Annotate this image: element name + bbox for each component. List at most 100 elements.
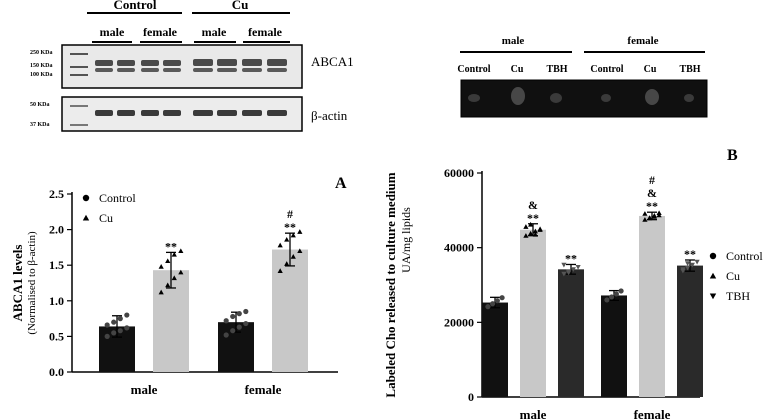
panel-label-a: A bbox=[335, 175, 347, 192]
data-point bbox=[124, 312, 130, 318]
significance-label: ** bbox=[646, 199, 658, 213]
data-point bbox=[284, 236, 290, 242]
data-point bbox=[604, 297, 610, 303]
data-point bbox=[158, 289, 164, 295]
legend-marker bbox=[82, 214, 90, 221]
data-point bbox=[494, 298, 500, 304]
blot-lane-label: Control bbox=[590, 64, 623, 75]
bar bbox=[639, 215, 665, 397]
data-point bbox=[528, 221, 534, 227]
blot-lane-label: male bbox=[202, 25, 227, 39]
data-point bbox=[284, 261, 290, 266]
legend-marker bbox=[709, 272, 717, 279]
data-point bbox=[642, 211, 648, 216]
bar bbox=[558, 269, 584, 397]
data-point bbox=[609, 294, 615, 300]
x-tick-label: male bbox=[520, 407, 547, 420]
data-point bbox=[165, 258, 171, 264]
marker-label: 100 KDa bbox=[30, 72, 53, 78]
significance-label: & bbox=[528, 198, 538, 212]
data-point bbox=[651, 212, 657, 218]
chart-b: B Labeled Cho released to culture medium… bbox=[383, 147, 763, 420]
data-point bbox=[111, 319, 117, 325]
data-point bbox=[178, 269, 184, 275]
data-point bbox=[647, 215, 653, 220]
x-tick-label: male bbox=[131, 382, 158, 397]
legend-marker bbox=[82, 194, 90, 202]
chart-b-ylabel: Labeled Cho released to culture medium bbox=[383, 172, 398, 397]
data-point bbox=[236, 324, 242, 330]
data-point bbox=[230, 313, 236, 320]
blot-group-male: male bbox=[502, 35, 525, 47]
panel-label-b: B bbox=[727, 147, 738, 164]
y-tick-label: 0.0 bbox=[49, 365, 64, 379]
blot-group-cu: Cu bbox=[232, 0, 249, 12]
blot-abca1-panel: Control Cu male female male female 250 K… bbox=[30, 0, 354, 132]
bar bbox=[482, 302, 508, 397]
data-point bbox=[537, 227, 543, 232]
data-point bbox=[104, 333, 110, 339]
legend-label: Control bbox=[99, 191, 136, 205]
data-point bbox=[566, 270, 572, 276]
data-point bbox=[528, 230, 534, 236]
data-point bbox=[561, 262, 567, 268]
data-point bbox=[297, 229, 303, 234]
data-point bbox=[642, 217, 648, 222]
blot-lane-label: TBH bbox=[546, 64, 567, 75]
data-point bbox=[485, 304, 491, 310]
bar bbox=[520, 229, 546, 397]
bar bbox=[677, 265, 703, 397]
blot-lane-label: Control bbox=[457, 64, 490, 75]
data-point bbox=[178, 248, 184, 254]
legend-label: Control bbox=[726, 249, 763, 263]
marker-label: 150 KDa bbox=[30, 63, 53, 69]
data-point bbox=[104, 322, 110, 328]
marker-label: 250 KDa bbox=[30, 50, 53, 56]
blot-lane-label: Cu bbox=[511, 64, 524, 75]
data-point bbox=[575, 265, 581, 270]
bar bbox=[272, 249, 308, 372]
blot-band-label: ABCA1 bbox=[311, 54, 354, 69]
data-point bbox=[290, 232, 296, 238]
data-point bbox=[523, 224, 529, 229]
data-point bbox=[171, 251, 177, 257]
significance-label: ** bbox=[284, 220, 296, 234]
data-point bbox=[171, 275, 177, 281]
y-tick-label: 2.5 bbox=[49, 187, 64, 201]
bar bbox=[601, 295, 627, 397]
marker-label: 37 KDa bbox=[30, 122, 50, 128]
y-tick-label: 2.0 bbox=[49, 223, 64, 237]
chart-a-ylabel: ABCA1 levels bbox=[10, 245, 25, 322]
data-point bbox=[561, 271, 567, 277]
data-point bbox=[158, 264, 164, 269]
y-tick-label: 0.5 bbox=[49, 329, 64, 343]
significance-label: ** bbox=[527, 211, 539, 225]
marker-label: 50 KDa bbox=[30, 102, 50, 108]
data-point bbox=[230, 328, 236, 334]
data-point bbox=[689, 262, 695, 268]
data-point bbox=[277, 268, 283, 273]
data-point bbox=[243, 308, 249, 315]
blot-band-label: β-actin bbox=[311, 108, 348, 123]
blot-lane-label: TBH bbox=[679, 64, 700, 75]
blot-group-control: Control bbox=[113, 0, 156, 12]
legend-label: Cu bbox=[99, 211, 113, 225]
data-point bbox=[277, 242, 283, 248]
y-tick-label: 0 bbox=[468, 390, 474, 404]
data-point bbox=[117, 316, 123, 322]
legend-marker bbox=[709, 252, 717, 260]
chart-a: A ABCA1 levels (Normalised to β-actin) 0… bbox=[10, 175, 347, 397]
data-point bbox=[236, 311, 242, 317]
data-point bbox=[523, 233, 529, 238]
blot-lane-label: Cu bbox=[644, 64, 657, 75]
data-point bbox=[490, 301, 496, 307]
data-point bbox=[223, 332, 229, 338]
significance-label: ** bbox=[565, 251, 577, 265]
data-point bbox=[499, 295, 505, 301]
data-point bbox=[117, 328, 123, 334]
data-point bbox=[290, 254, 296, 259]
data-point bbox=[532, 232, 538, 237]
legend-label: TBH bbox=[726, 289, 750, 303]
x-tick-label: female bbox=[245, 382, 282, 397]
